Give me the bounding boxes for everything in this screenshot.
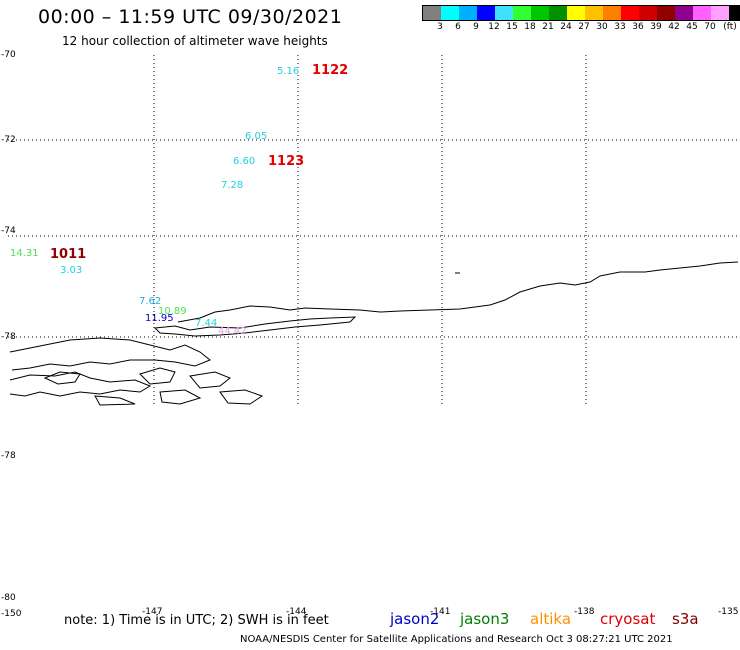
wave-height-label: 1011 bbox=[50, 247, 87, 262]
color-scale-label: 27 bbox=[578, 22, 590, 32]
lon-label: -138 bbox=[574, 607, 595, 617]
color-scale-label: 15 bbox=[506, 22, 518, 32]
color-swatch bbox=[477, 6, 495, 20]
lon-label: -141 bbox=[430, 607, 451, 617]
wave-height-label: 6.05 bbox=[245, 131, 268, 142]
color-swatch bbox=[621, 6, 639, 20]
lat-label: -72 bbox=[1, 135, 16, 145]
color-swatch bbox=[531, 6, 549, 20]
color-swatch bbox=[657, 6, 675, 20]
units-note: note: 1) Time is in UTC; 2) SWH is in fe… bbox=[64, 613, 329, 628]
color-swatch bbox=[711, 6, 729, 20]
color-scale-bar bbox=[422, 5, 740, 21]
satellite-name: altika bbox=[530, 610, 572, 628]
wave-height-label: 1123 bbox=[268, 154, 305, 169]
wave-height-label: 1122 bbox=[312, 63, 349, 78]
satellite-name: jason3 bbox=[460, 610, 510, 628]
wave-height-label: 6.60 bbox=[233, 156, 256, 167]
lat-label: -78 bbox=[1, 332, 16, 342]
color-scale-label: 70 bbox=[704, 22, 716, 32]
color-scale-label: 36 bbox=[632, 22, 644, 32]
color-swatch bbox=[585, 6, 603, 20]
color-scale-label: 30 bbox=[596, 22, 608, 32]
satellite-name: cryosat bbox=[600, 610, 656, 628]
color-scale-label: 24 bbox=[560, 22, 572, 32]
footer-credit: NOAA/NESDIS Center for Satellite Applica… bbox=[240, 634, 673, 645]
lat-label: -74 bbox=[1, 226, 16, 236]
color-swatch bbox=[639, 6, 657, 20]
graticule bbox=[8, 55, 740, 405]
wave-height-label: 7.44 bbox=[195, 318, 218, 329]
map-subtitle: 12 hour collection of altimeter wave hei… bbox=[62, 34, 328, 48]
wave-height-label: 7.28 bbox=[221, 180, 244, 191]
wave-height-label: 44.42 bbox=[218, 326, 247, 337]
wave-height-label: 7.62 bbox=[139, 296, 162, 307]
color-swatch bbox=[441, 6, 459, 20]
color-swatch bbox=[603, 6, 621, 20]
coastline bbox=[9, 261, 739, 406]
color-scale-label: 21 bbox=[542, 22, 554, 32]
lat-label: -78 bbox=[1, 451, 16, 461]
color-scale-label: 6 bbox=[455, 22, 461, 32]
wave-height-label: 10.89 bbox=[158, 306, 187, 317]
wave-height-label: 3.03 bbox=[60, 265, 83, 276]
color-swatch bbox=[459, 6, 477, 20]
color-swatch bbox=[423, 6, 441, 20]
lon-label: -144 bbox=[286, 607, 307, 617]
color-swatch bbox=[549, 6, 567, 20]
color-scale-label: 45 bbox=[686, 22, 698, 32]
wave-height-label: 11.95 bbox=[145, 313, 174, 324]
lat-label: -80 bbox=[1, 593, 16, 603]
color-swatch bbox=[675, 6, 693, 20]
lon-label: -150 bbox=[1, 609, 22, 619]
lon-label: -147 bbox=[142, 607, 163, 617]
color-scale-label: 42 bbox=[668, 22, 680, 32]
wave-height-label: 14.31 bbox=[10, 248, 39, 259]
color-scale-label: 39 bbox=[650, 22, 662, 32]
color-swatch bbox=[495, 6, 513, 20]
color-swatch bbox=[567, 6, 585, 20]
color-scale-label: 12 bbox=[488, 22, 500, 32]
color-scale-label: (ft) bbox=[723, 22, 737, 32]
color-scale-label: 18 bbox=[524, 22, 536, 32]
color-swatch bbox=[729, 6, 740, 20]
color-swatch bbox=[693, 6, 711, 20]
lat-label: -70 bbox=[1, 50, 16, 60]
wave-height-label: 5.16 bbox=[277, 66, 300, 77]
map-title: 00:00 – 11:59 UTC 09/30/2021 bbox=[38, 6, 343, 28]
color-swatch bbox=[513, 6, 531, 20]
satellite-name: s3a bbox=[672, 610, 699, 628]
color-scale-label: 33 bbox=[614, 22, 626, 32]
color-scale-label: 3 bbox=[437, 22, 443, 32]
satellite-name: jason2 bbox=[390, 610, 440, 628]
lon-label: -135 bbox=[718, 607, 739, 617]
color-scale-label: 9 bbox=[473, 22, 479, 32]
